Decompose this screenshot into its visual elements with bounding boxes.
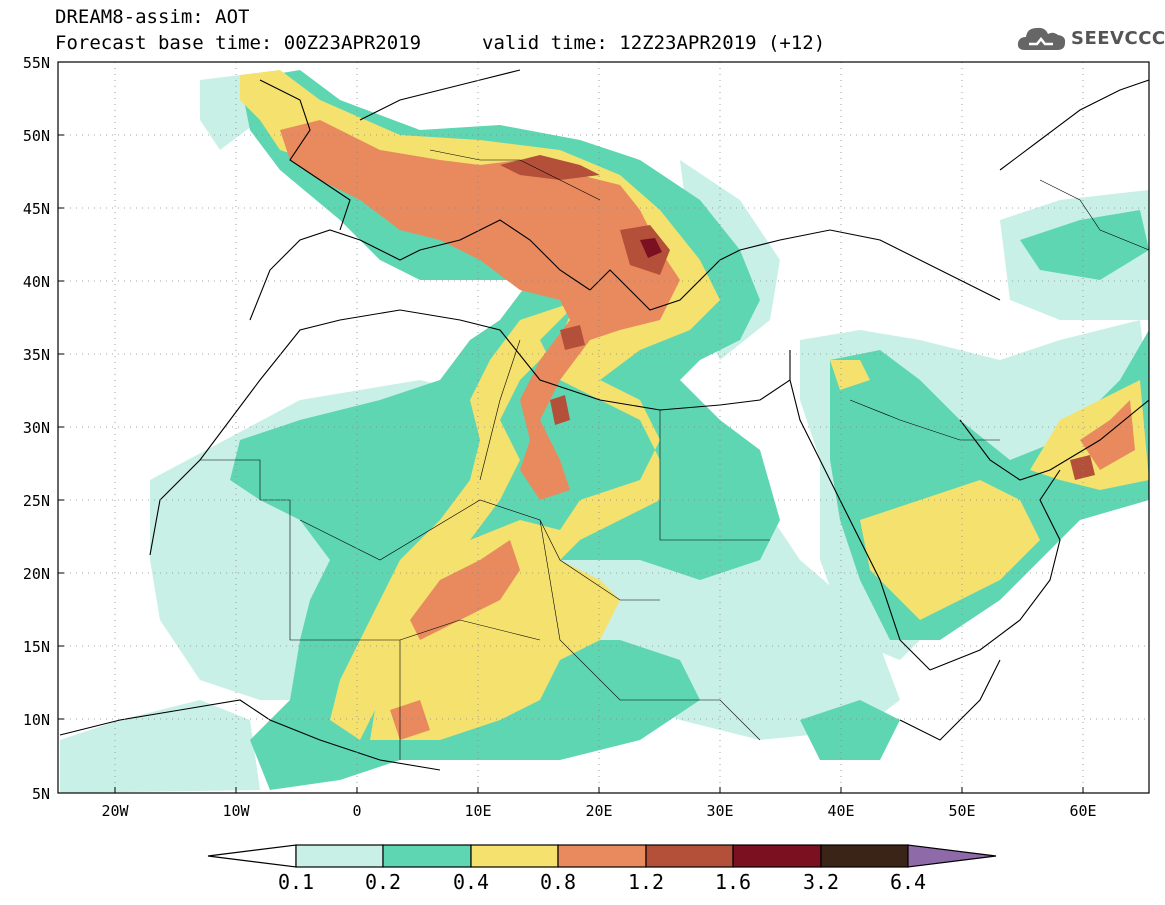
axis-ticks <box>58 61 1084 793</box>
colorbar-label: 1.2 <box>627 870 665 894</box>
lon-label: 60E <box>1069 802 1097 820</box>
colorbar-bin-3 <box>470 844 559 868</box>
cloud-icon <box>1017 27 1066 50</box>
lon-label: 20E <box>585 802 613 820</box>
colorbar-label: 1.6 <box>714 870 752 894</box>
forecast-base-time: Forecast base time: 00Z23APR2019 <box>55 32 422 54</box>
lat-label: 15N <box>22 638 50 656</box>
lon-label: 20W <box>101 802 129 820</box>
lon-label: 10E <box>464 802 492 820</box>
lat-label: 55N <box>22 54 50 72</box>
coastlines <box>59 69 1149 771</box>
colorbar-label: 0.4 <box>452 870 490 894</box>
lat-label: 25N <box>22 492 50 510</box>
colorbar-bin-6 <box>732 844 822 868</box>
seevccc-logo: SEEVCCC <box>1015 22 1165 56</box>
lat-label: 40N <box>22 273 50 291</box>
colorbar-bin-5 <box>645 844 734 868</box>
lon-label: 30E <box>706 802 734 820</box>
colorbar-label: 0.2 <box>364 870 402 894</box>
lat-label: 45N <box>22 200 50 218</box>
colorbar-label: 0.1 <box>277 870 315 894</box>
map-title: DREAM8-assim: AOT <box>55 6 250 28</box>
aot-field-extreme <box>640 238 662 258</box>
lat-label: 50N <box>22 127 50 145</box>
lat-label: 10N <box>22 711 50 729</box>
lon-label: 0 <box>352 802 362 820</box>
lat-label: 20N <box>22 565 50 583</box>
colorbar-label: 3.2 <box>802 870 840 894</box>
country-borders <box>200 149 1149 760</box>
logo-text: SEEVCCC <box>1071 28 1165 49</box>
colorbar-bin-4 <box>557 844 647 868</box>
lon-label: 10W <box>222 802 250 820</box>
colorbar-label: 0.8 <box>539 870 577 894</box>
colorbar-bin-1 <box>295 844 384 868</box>
lat-label: 35N <box>22 346 50 364</box>
lat-label: 30N <box>22 419 50 437</box>
colorbar-label: 6.4 <box>889 870 927 894</box>
lon-label: 50E <box>948 802 976 820</box>
colorbar-over-arrow <box>907 844 997 868</box>
lat-label: 5N <box>31 785 50 803</box>
colorbar <box>207 844 997 868</box>
colorbar-under-arrow <box>207 844 297 868</box>
colorbar-bin-2 <box>382 844 472 868</box>
colorbar-bin-7 <box>820 844 909 868</box>
valid-time: valid time: 12Z23APR2019 (+12) <box>482 32 826 54</box>
lon-label: 40E <box>827 802 855 820</box>
